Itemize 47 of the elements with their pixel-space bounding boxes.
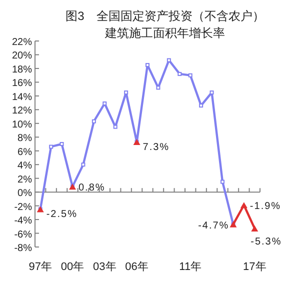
x-tick-label: 11年 bbox=[179, 261, 202, 273]
y-tick-label: 6% bbox=[18, 146, 32, 158]
data-label: 0.8% bbox=[78, 182, 106, 194]
y-tick-label: 0% bbox=[18, 188, 32, 200]
point bbox=[146, 63, 150, 68]
point bbox=[60, 142, 64, 146]
y-tick-label: 4% bbox=[18, 160, 32, 172]
point bbox=[124, 90, 128, 94]
y-tick-label: 16% bbox=[12, 78, 32, 90]
data-label: -4.7% bbox=[198, 220, 230, 232]
x-tick-label: 97年 bbox=[28, 261, 52, 273]
y-tick-label: 20% bbox=[12, 50, 32, 62]
point bbox=[92, 119, 96, 124]
data-label: -2.5% bbox=[46, 209, 78, 220]
y-tick-label: 12% bbox=[12, 106, 32, 117]
y-tick-label: 22% bbox=[12, 37, 32, 48]
y-tick-label: -2% bbox=[14, 202, 32, 213]
point bbox=[102, 101, 107, 106]
x-tick-label: 06年 bbox=[125, 261, 148, 273]
point bbox=[156, 86, 160, 90]
y-tick-label: 2% bbox=[18, 174, 32, 186]
data-label: -1.9% bbox=[250, 201, 282, 212]
point bbox=[178, 72, 182, 76]
point bbox=[210, 90, 214, 94]
point bbox=[251, 225, 258, 232]
y-tick-label: 10% bbox=[12, 119, 32, 130]
x-tick-label: 03年 bbox=[93, 261, 116, 273]
point bbox=[113, 124, 118, 129]
y-tick-label: -4% bbox=[14, 216, 32, 227]
point bbox=[49, 144, 54, 149]
y-tick-label: 8% bbox=[18, 133, 32, 144]
point bbox=[166, 58, 171, 62]
data-label: 7.3% bbox=[142, 142, 170, 153]
y-tick-label: 14% bbox=[12, 92, 32, 103]
point bbox=[81, 162, 86, 167]
data-label: -5.3% bbox=[250, 236, 282, 248]
point bbox=[240, 202, 248, 208]
y-tick-label: -6% bbox=[14, 229, 32, 240]
y-tick-label: 18% bbox=[12, 64, 32, 76]
x-tick-label: 17年 bbox=[243, 261, 266, 273]
point bbox=[220, 180, 224, 184]
point bbox=[199, 104, 204, 108]
x-tick-label: 00年 bbox=[60, 261, 84, 273]
chart-title: 图3 全国固定资产投资（不含农户） bbox=[66, 9, 264, 23]
point bbox=[188, 73, 192, 78]
y-tick-label: -8% bbox=[14, 243, 32, 254]
chart-subtitle: 建筑施工面积年增长率 bbox=[104, 26, 225, 40]
